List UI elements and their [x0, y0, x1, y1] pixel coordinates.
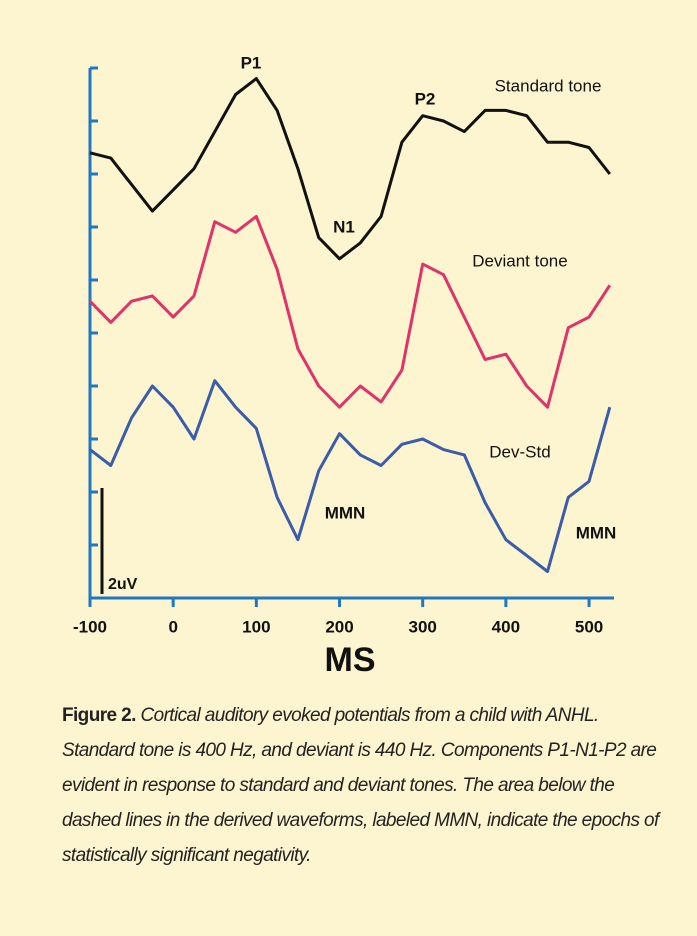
annotation: N1 [333, 217, 355, 236]
series-label: Dev-Std [489, 442, 550, 461]
caption: Figure 2. Cortical auditory evoked poten… [62, 698, 672, 873]
x-tick-label: 500 [575, 617, 603, 636]
x-tick-label: 0 [168, 617, 177, 636]
caption-text: Cortical auditory evoked potentials from… [62, 705, 659, 866]
x-axis-label: MS [325, 641, 376, 679]
series-label: Deviant tone [472, 251, 567, 270]
x-tick-label: -100 [73, 617, 107, 636]
annotation: P1 [241, 53, 262, 72]
x-tick-label: 300 [409, 617, 437, 636]
annotation: P2 [415, 89, 436, 108]
series-label: Standard tone [495, 76, 602, 95]
line-series [89, 379, 612, 573]
annotation: MMN [325, 503, 366, 522]
x-tick-label: 200 [325, 617, 353, 636]
caption-label: Figure 2. [62, 705, 136, 726]
line-series [89, 77, 611, 261]
line-series [88, 214, 612, 409]
chart: MS -100 0 100 200 300 400 500 Standard tone Devi… [73, 53, 617, 679]
scale-bar-label: 2uV [108, 576, 138, 593]
x-tick-label: 100 [242, 617, 270, 636]
annotation: MMN [576, 523, 617, 542]
x-tick-label: 400 [492, 617, 520, 636]
